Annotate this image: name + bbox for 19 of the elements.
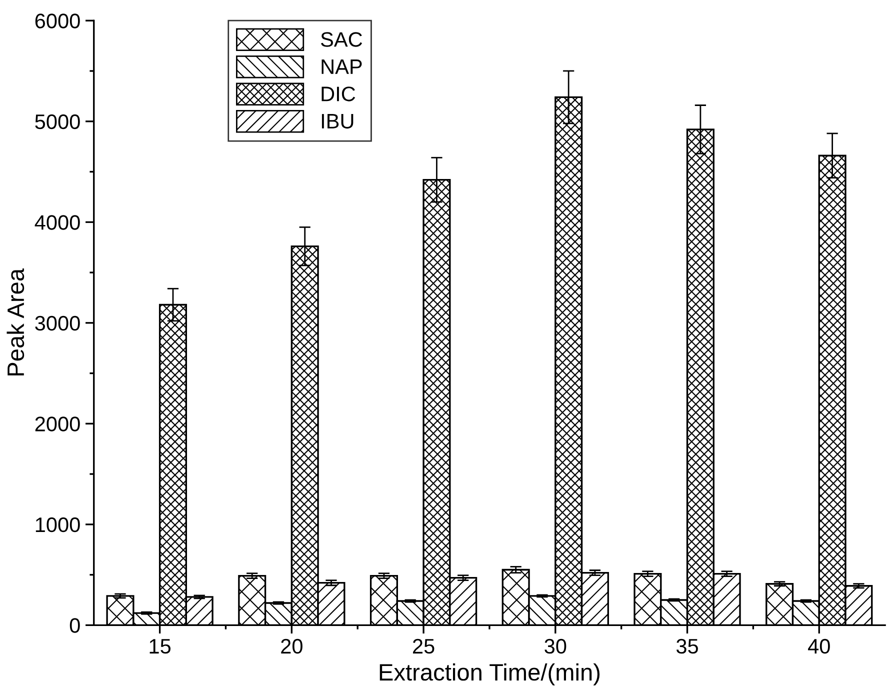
x-tick-label: 25 — [412, 638, 434, 654]
y-tick-label: 0 — [70, 618, 80, 633]
x-tick-label: 35 — [676, 638, 698, 654]
x-tick-label: 40 — [808, 638, 830, 654]
y-axis-title: Peak Area — [6, 268, 24, 376]
legend-label: IBU — [322, 114, 354, 129]
legend-label: DIC — [322, 86, 356, 102]
y-tick-label: 4000 — [34, 215, 80, 230]
x-axis-title: Extraction Time/(min) — [380, 663, 600, 686]
y-tick-label: 5000 — [35, 114, 80, 130]
x-tick-label: 20 — [281, 638, 302, 654]
x-tick-label: 30 — [544, 638, 566, 654]
y-tick-label: 3000 — [35, 316, 80, 331]
y-tick-label: 6000 — [35, 14, 80, 28]
legend-label: SAC — [320, 32, 362, 47]
y-tick-label: 1000 — [36, 517, 80, 532]
x-tick-label: 15 — [150, 639, 171, 654]
y-tick-label: 2000 — [35, 416, 80, 432]
legend-label: NAP — [322, 60, 362, 74]
